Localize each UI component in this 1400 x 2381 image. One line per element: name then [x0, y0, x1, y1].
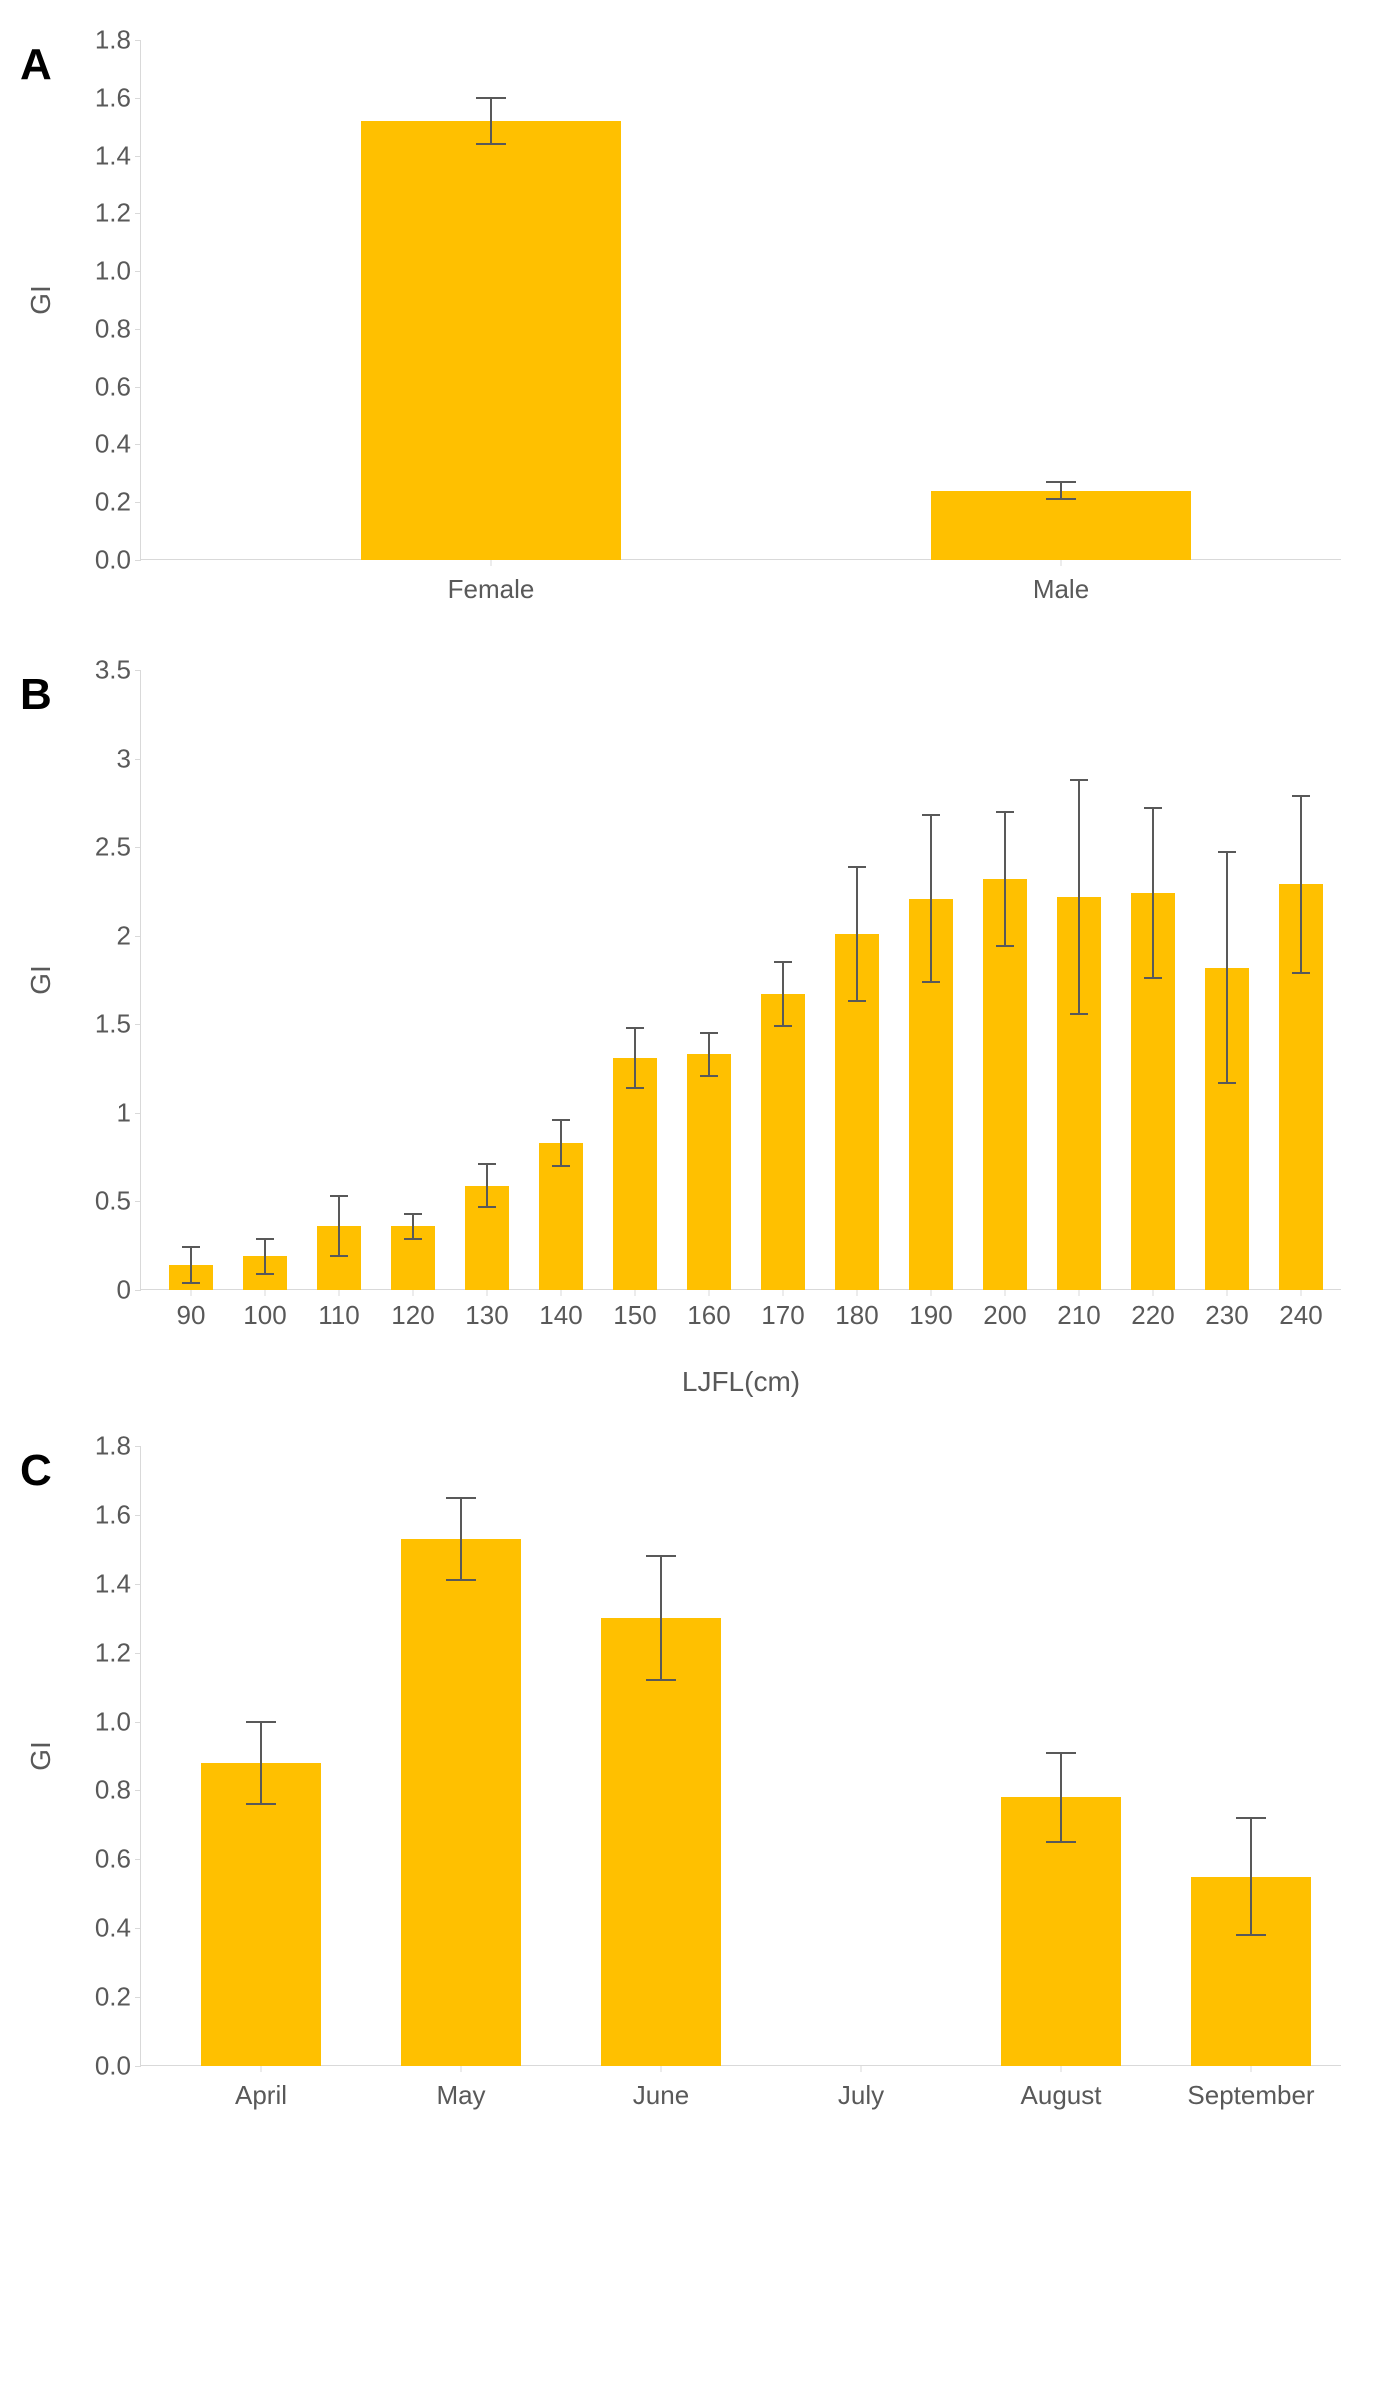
error-bar: [634, 1028, 636, 1088]
error-bar: [1226, 852, 1228, 1082]
error-bar: [486, 1164, 488, 1207]
chart-area: 00.511.522.533.5GI9010011012013014015016…: [140, 670, 1341, 1290]
y-axis-label: GI: [25, 965, 57, 995]
chart-area: 0.00.20.40.60.81.01.21.41.61.8GIFemaleMa…: [140, 40, 1341, 560]
error-bar: [708, 1033, 710, 1076]
error-bar: [1004, 812, 1006, 947]
error-bar: [782, 962, 784, 1026]
error-bar: [930, 815, 932, 982]
y-tick-label: 1.0: [81, 256, 131, 287]
y-tick-label: 1.2: [81, 198, 131, 229]
x-tick-label: September: [1151, 2080, 1351, 2111]
x-tick-label: May: [361, 2080, 561, 2111]
y-tick-label: 0.4: [81, 1913, 131, 1944]
error-bar: [460, 1498, 462, 1581]
y-tick-label: 0.0: [81, 545, 131, 576]
y-tick-label: 1.6: [81, 1499, 131, 1530]
error-bar: [490, 98, 492, 144]
panel-label: C: [20, 1446, 52, 1496]
panel-label: B: [20, 670, 52, 720]
y-tick-label: 2.5: [81, 832, 131, 863]
y-tick-label: 0.8: [81, 1775, 131, 1806]
x-tick-label: April: [161, 2080, 361, 2111]
y-tick-label: 1.0: [81, 1706, 131, 1737]
chart-area: 0.00.20.40.60.81.01.21.41.61.8GIAprilMay…: [140, 1446, 1341, 2066]
error-bar: [1060, 482, 1062, 499]
bar: [401, 1539, 521, 2066]
panel-C: C 0.00.20.40.60.81.01.21.41.61.8GIAprilMa…: [20, 1446, 1380, 2136]
error-bar: [856, 867, 858, 1002]
y-tick-label: 0.6: [81, 1844, 131, 1875]
y-tick-label: 1.6: [81, 82, 131, 113]
x-tick-label: June: [561, 2080, 761, 2111]
error-bar: [264, 1239, 266, 1274]
y-tick-label: 3.5: [81, 655, 131, 686]
y-tick-label: 2: [81, 920, 131, 951]
x-tick-label: Male: [961, 574, 1161, 605]
error-bar: [1152, 808, 1154, 978]
error-bar: [1060, 1753, 1062, 1843]
bar: [601, 1618, 721, 2066]
y-tick-label: 0.2: [81, 487, 131, 518]
y-tick-label: 1.5: [81, 1009, 131, 1040]
x-axis-label: LJFL(cm): [682, 1366, 800, 1398]
y-axis-label: GI: [25, 285, 57, 315]
error-bar: [190, 1247, 192, 1282]
y-tick-label: 0.0: [81, 2051, 131, 2082]
x-tick-label: 240: [1201, 1300, 1400, 1331]
panel-B: B 00.511.522.533.5GI901001101201301401501…: [20, 670, 1380, 1406]
y-tick-label: 1: [81, 1097, 131, 1128]
error-bar: [1250, 1818, 1252, 1935]
bar: [361, 121, 621, 560]
y-tick-label: 0.4: [81, 429, 131, 460]
y-tick-label: 1.8: [81, 25, 131, 56]
error-bar: [1300, 796, 1302, 973]
y-tick-label: 1.2: [81, 1637, 131, 1668]
y-tick-label: 0.8: [81, 313, 131, 344]
error-bar: [560, 1120, 562, 1166]
bar: [687, 1054, 731, 1290]
y-tick-label: 1.8: [81, 1431, 131, 1462]
y-tick-label: 1.4: [81, 1568, 131, 1599]
bar: [613, 1058, 657, 1290]
y-axis-label: GI: [25, 1741, 57, 1771]
figure: A0.00.20.40.60.81.01.21.41.61.8GIFemaleM…: [20, 40, 1380, 2136]
error-bar: [1078, 780, 1080, 1014]
x-tick-label: August: [961, 2080, 1161, 2111]
bar: [761, 994, 805, 1290]
error-bar: [412, 1214, 414, 1239]
bar: [201, 1763, 321, 2066]
panel-A: A 0.00.20.40.60.81.01.21.41.61.8GIFemaleM…: [20, 40, 1380, 630]
x-tick-label: Female: [391, 574, 591, 605]
error-bar: [260, 1722, 262, 1805]
y-tick-label: 0.2: [81, 1982, 131, 2013]
x-tick-label: July: [761, 2080, 961, 2111]
error-bar: [338, 1196, 340, 1256]
y-tick-label: 1.4: [81, 140, 131, 171]
y-tick-label: 0.6: [81, 371, 131, 402]
y-tick-label: 3: [81, 743, 131, 774]
bar: [931, 491, 1191, 560]
panel-label: A: [20, 40, 52, 90]
error-bar: [660, 1556, 662, 1680]
y-tick-label: 0.5: [81, 1186, 131, 1217]
